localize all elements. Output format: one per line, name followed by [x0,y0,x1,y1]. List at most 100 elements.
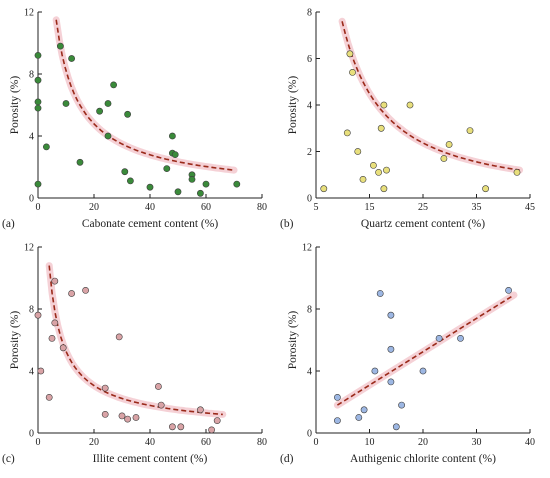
y-tick-label: 6 [307,54,312,65]
data-point [34,104,42,112]
data-point [346,50,354,58]
data-point [34,98,42,106]
data-point [333,417,341,424]
data-point [115,333,123,341]
data-point [380,101,388,109]
data-point [168,132,176,140]
data-point [124,110,131,118]
trend-line [341,21,520,171]
x-tick-label: 15 [365,202,375,213]
panel-d: 0 10 20 30 40 0 4 8 12 Authigenic chlorite conten… [280,243,535,466]
data-point [343,129,351,137]
y-tick-label: 8 [307,305,312,316]
panel-label: (b) [280,218,294,230]
data-point [48,334,56,342]
x-tick-label: 35 [472,202,482,213]
data-point [359,175,367,183]
y-tick-label: 12 [302,243,312,254]
y-axis-label: Porosity (%) [287,76,299,135]
data-point [104,132,112,140]
data-point [380,185,388,193]
data-point [57,42,64,50]
data-point [37,367,45,375]
data-point [59,344,67,352]
data-point [101,410,109,418]
data-point [505,286,512,294]
data-point [171,151,179,158]
data-point [34,180,42,188]
data-point [435,334,443,342]
trend-line-glow [45,262,227,418]
data-point [445,141,453,148]
data-point [68,290,75,297]
data-point [51,277,59,285]
data-point [375,168,382,176]
y-tick-label: 8 [29,70,34,81]
y-tick-label: 4 [29,132,34,143]
data-point [349,69,356,76]
y-axis-label: Porosity (%) [9,76,21,135]
data-point [398,401,405,409]
data-point [377,124,385,132]
data-point [34,311,42,319]
y-tick-label: 8 [307,8,312,19]
x-tick-label: 5 [314,202,319,213]
data-point [233,180,241,188]
data-point [387,311,395,319]
data-point [213,417,221,424]
panel-c: 0 20 40 60 80 0 4 8 12 Illite cement content (%) P… [2,243,267,466]
y-tick-label: 12 [24,8,34,19]
x-tick-label: 40 [145,202,155,213]
data-point [62,100,70,107]
y-tick-label: 0 [29,429,34,440]
panel-label: (a) [2,218,15,230]
x-tick-label: 20 [89,437,99,448]
data-point [355,414,363,421]
data-point [392,423,400,431]
y-tick-label: 4 [29,367,34,378]
data-point [163,165,171,172]
trend-line-glow [338,17,524,174]
data-point [45,393,53,401]
x-tick-label: 30 [472,437,482,448]
data-point [110,81,117,89]
data-point [121,168,129,176]
trend-line [336,294,515,406]
data-point [168,423,176,431]
data-point [96,107,103,115]
panel-label: (d) [280,453,294,465]
x-tick-label: 60 [201,202,211,213]
data-point [82,286,89,294]
x-tick-label: 20 [418,437,428,448]
y-axis-label: Porosity (%) [287,311,299,370]
data-point [76,158,84,166]
data-point [196,406,204,414]
y-tick-label: 12 [24,243,34,254]
x-axis-label: Authigenic chlorite content (%) [350,453,496,465]
data-point [68,55,75,62]
data-point [34,52,42,59]
x-axis-label: Illite cement content (%) [93,453,208,465]
y-tick-label: 0 [307,429,312,440]
data-point [34,76,42,84]
x-tick-label: 40 [145,437,155,448]
data-point [482,185,489,193]
y-tick-label: 2 [307,147,312,158]
data-point [376,290,384,297]
data-point [188,175,196,183]
x-tick-label: 0 [36,437,41,448]
data-point [126,177,134,185]
data-point [354,148,362,155]
data-point [51,319,59,327]
x-tick-label: 0 [314,437,319,448]
x-tick-label: 80 [257,202,267,213]
data-point [457,334,464,342]
data-point [146,183,154,191]
data-point [440,155,448,162]
x-tick-label: 40 [525,437,535,448]
data-point [124,415,131,423]
y-tick-label: 4 [307,367,312,378]
y-axis-label: Porosity (%) [9,311,21,370]
